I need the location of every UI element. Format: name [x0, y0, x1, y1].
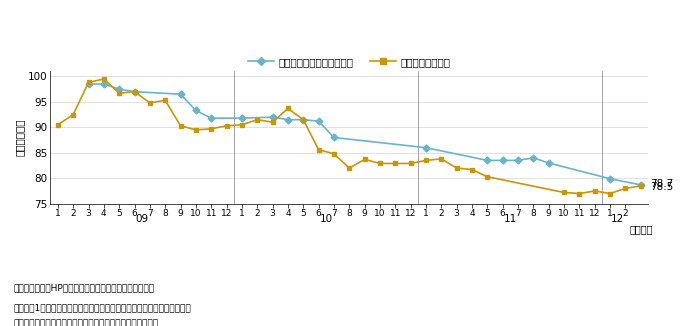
Text: 12: 12 — [611, 214, 624, 224]
Text: 78.5: 78.5 — [650, 183, 673, 192]
Text: 11: 11 — [504, 214, 517, 224]
Text: 資料：日本銀行HP、日本銀行「全国短期経済観測調査」: 資料：日本銀行HP、日本銀行「全国短期経済観測調査」 — [14, 284, 155, 293]
Text: 10: 10 — [320, 214, 333, 224]
Y-axis label: （円／ドル）: （円／ドル） — [15, 119, 25, 156]
Text: （注）　1．中小企業とは資本金２千万円以上１億円未満の企業をいう。: （注） 1．中小企業とは資本金２千万円以上１億円未満の企業をいう。 — [14, 303, 191, 312]
Text: ２．為替レートは日本銀行が公表した月中平均値。: ２．為替レートは日本銀行が公表した月中平均値。 — [14, 319, 159, 326]
Legend: 中小企業・想定為替レート, 円ドル為替レート: 中小企業・想定為替レート, 円ドル為替レート — [244, 52, 455, 71]
Text: 09: 09 — [136, 214, 149, 224]
Text: （年月）: （年月） — [630, 224, 653, 234]
Text: 78.7: 78.7 — [650, 179, 673, 189]
